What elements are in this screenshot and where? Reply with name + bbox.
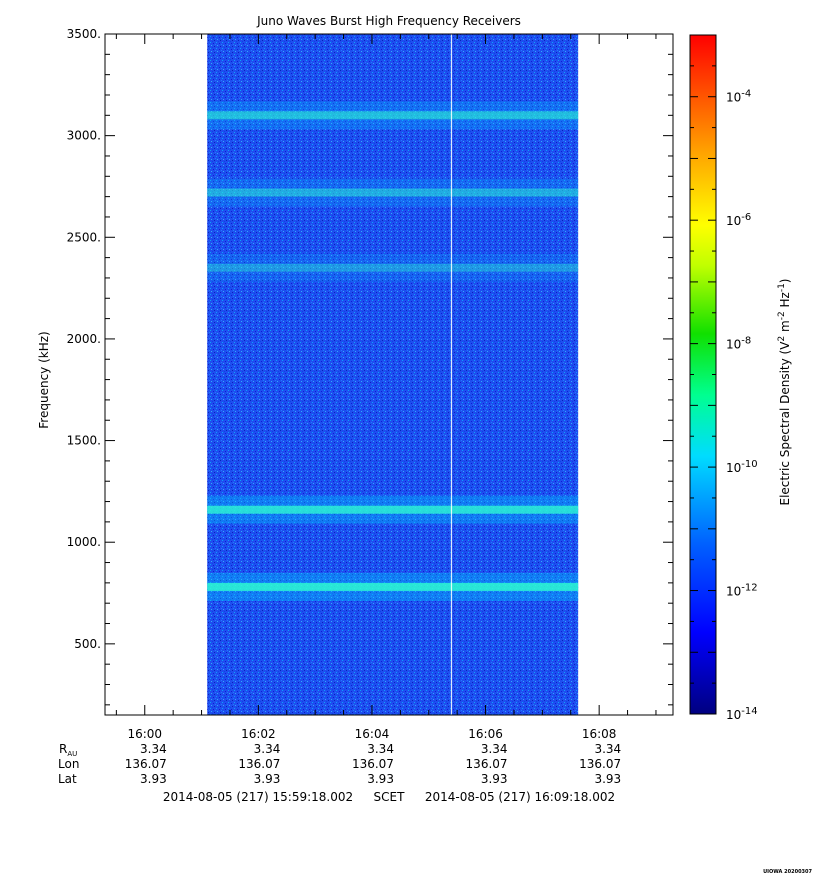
colorbar-gradient [690,35,716,714]
lon-value: 136.07 [579,757,621,771]
lat-value: 3.93 [367,772,394,786]
emission-band-halo [207,178,579,207]
colorbar-tick-label: 10-12 [726,583,758,599]
x-axis-ticks: 16:00 16:02 16:04 16:06 16:08 [115,34,657,741]
lat-value: 3.93 [140,772,167,786]
r-au-value: 3.34 [367,742,394,756]
time-scet-label: SCET [374,790,406,804]
r-au-value: 3.34 [594,742,621,756]
r-au-value: 3.34 [481,742,508,756]
emission-band [207,263,579,272]
lon-value: 136.07 [466,757,508,771]
time-range: 2014-08-05 (217) 15:59:18.002 SCET 2014-… [163,790,615,804]
row-label-lon: Lon [58,757,79,771]
colorbar: 10-4 10-6 10-8 10-10 10-12 10-14 Electric Spe… [689,34,792,722]
time-end: 2014-08-05 (217) 16:09:18.002 [425,790,615,804]
credit-stamp: UIOWA 20200307 [763,869,812,875]
lat-value: 3.93 [481,772,508,786]
x-tick-label: 16:02 [241,727,276,741]
x-tick-label: 16:04 [355,727,390,741]
lon-value: 136.07 [125,757,167,771]
emission-band [207,188,579,197]
emission-band [207,505,579,514]
y-tick-label: 500. [74,637,101,651]
colorbar-tick-label: 10-6 [726,212,751,228]
y-tick-label: 1000. [67,535,101,549]
lon-value: 136.07 [352,757,394,771]
x-tick-label: 16:08 [582,727,617,741]
emission-band [207,111,579,120]
r-au-value: 3.34 [254,742,281,756]
spectrogram-data [207,34,579,715]
time-start: 2014-08-05 (217) 15:59:18.002 [163,790,353,804]
y-tick-label: 2500. [67,230,101,244]
colorbar-ticks: 10-4 10-6 10-8 10-10 10-12 10-14 [690,34,758,722]
row-label-lat: Lat [58,772,77,786]
lat-value: 3.93 [254,772,281,786]
colorbar-tick-label: 10-14 [726,706,758,722]
y-axis-label: Frequency (kHz) [37,331,51,428]
plot-area: 500. 1000. 1500. 2000. 2500. 3000. 3500. 16:00… [67,27,674,741]
y-tick-label: 1500. [67,434,101,448]
lon-value: 136.07 [238,757,280,771]
chart-title: Juno Waves Burst High Frequency Receiver… [256,14,521,28]
colorbar-label: Electric Spectral Density (V2 m-2 Hz-1) [777,278,792,505]
y-tick-label: 2000. [67,332,101,346]
colorbar-tick-label: 10-10 [726,459,758,475]
colorbar-tick-label: 10-8 [726,336,751,352]
r-au-value: 3.34 [140,742,167,756]
row-label-r-au: RAU [59,742,77,758]
y-axis-ticks: 500. 1000. 1500. 2000. 2500. 3000. 3500. [67,27,673,706]
colorbar-tick-label: 10-4 [726,89,751,105]
emission-band-halo [207,253,579,282]
x-tick-label: 16:06 [468,727,503,741]
x-tick-label: 16:00 [127,727,162,741]
y-tick-label: 3500. [67,27,101,41]
plot-border [104,33,674,716]
lat-value: 3.93 [594,772,621,786]
emission-band [207,582,579,591]
y-tick-label: 3000. [67,129,101,143]
spectrogram-noise [207,34,579,715]
